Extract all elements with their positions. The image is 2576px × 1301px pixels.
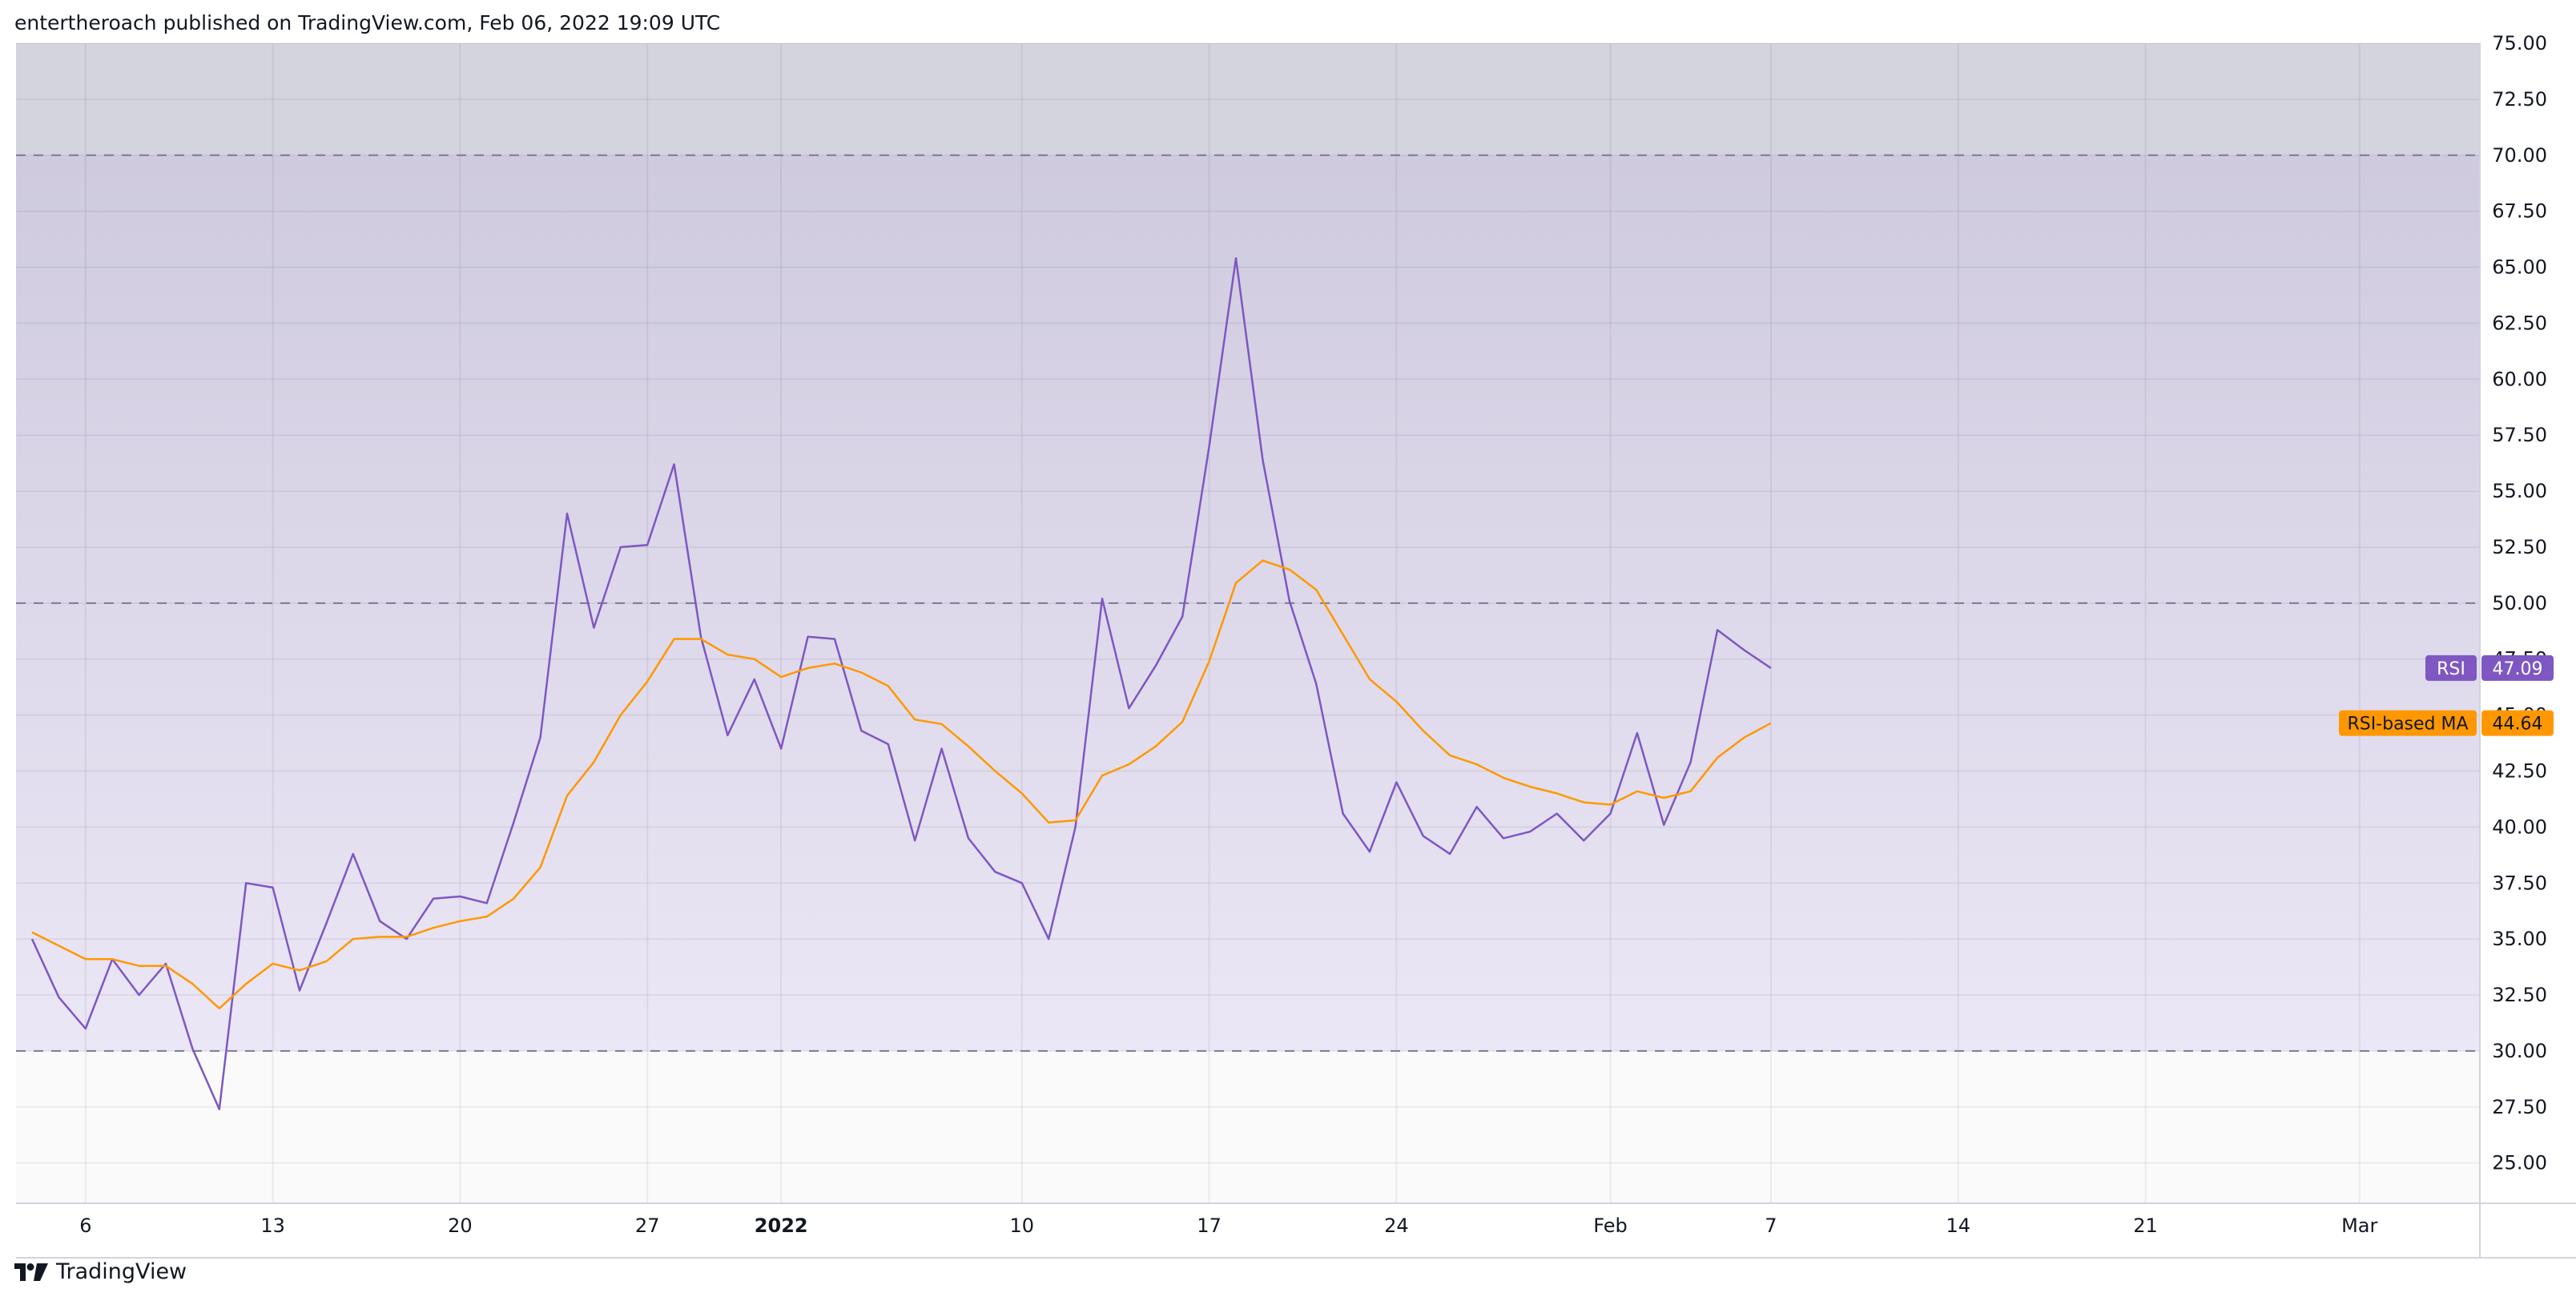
- x-tick-label: 6: [79, 1214, 91, 1237]
- y-tick-label: 67.50: [2492, 200, 2547, 223]
- y-tick-label: 32.50: [2492, 984, 2547, 1006]
- y-tick-label: 42.50: [2492, 759, 2547, 782]
- series-name-tag-label: RSI: [2437, 659, 2465, 679]
- x-tick-label: Feb: [1593, 1214, 1628, 1237]
- tradingview-logo-icon: [14, 1263, 48, 1281]
- rsi-ma-line: [31, 559, 1772, 1010]
- overbought-area: [16, 43, 2480, 155]
- series-name-tag: [2425, 655, 2477, 681]
- x-tick-label: Mar: [2341, 1214, 2377, 1237]
- series-name-tag-label: RSI-based MA: [2347, 715, 2468, 735]
- y-tick-label: 55.00: [2492, 480, 2547, 502]
- series-name-tag: [2339, 710, 2477, 736]
- last-value-tag: [2481, 710, 2554, 736]
- x-tick-label: 10: [1010, 1214, 1035, 1237]
- y-tick-label: 52.50: [2492, 536, 2547, 558]
- y-tick-label: 72.50: [2492, 88, 2547, 111]
- y-tick-label: 25.00: [2492, 1152, 2547, 1174]
- x-tick-label: 2022: [755, 1214, 808, 1237]
- y-tick-label: 30.00: [2492, 1040, 2547, 1062]
- rsi-line: [30, 257, 1772, 1110]
- y-tick-label: 70.00: [2492, 144, 2547, 167]
- y-tick-label: 65.00: [2492, 256, 2547, 279]
- y-tick-label: 27.50: [2492, 1096, 2547, 1118]
- publish-info: entertheroach published on TradingView.c…: [14, 11, 721, 34]
- brand-footer[interactable]: TradingView: [14, 1259, 187, 1284]
- x-tick-label: 20: [448, 1214, 473, 1237]
- y-tick-label: 62.50: [2492, 312, 2547, 334]
- x-tick-label: 21: [2133, 1214, 2158, 1237]
- brand-name: TradingView: [56, 1259, 187, 1284]
- y-tick-label: 35.00: [2492, 928, 2547, 950]
- last-value-tag-label: 44.64: [2493, 715, 2543, 735]
- y-tick-label: 75.00: [2492, 32, 2547, 54]
- last-value-tag: [2481, 655, 2554, 681]
- x-tick-label: 24: [1384, 1214, 1409, 1237]
- x-tick-label: 17: [1197, 1214, 1222, 1237]
- oversold-area: [16, 1050, 2480, 1203]
- y-tick-label: 57.50: [2492, 424, 2547, 446]
- x-tick-label: 13: [260, 1214, 285, 1237]
- x-tick-label: 14: [1946, 1214, 1970, 1237]
- y-tick-label: 40.00: [2492, 816, 2547, 838]
- y-tick-label: 37.50: [2492, 872, 2547, 894]
- last-value-tag-label: 47.09: [2493, 659, 2543, 679]
- y-tick-label: 60.00: [2492, 368, 2547, 390]
- x-tick-label: 27: [635, 1214, 660, 1237]
- y-tick-label: 50.00: [2492, 592, 2547, 614]
- x-tick-label: 7: [1765, 1214, 1777, 1237]
